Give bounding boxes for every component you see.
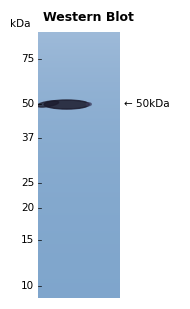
- Text: 50: 50: [21, 99, 34, 109]
- Text: 20: 20: [21, 203, 34, 213]
- Text: Western Blot: Western Blot: [43, 11, 134, 24]
- Ellipse shape: [86, 103, 91, 106]
- Text: 75: 75: [21, 54, 34, 64]
- Text: 37: 37: [21, 133, 34, 143]
- Text: 15: 15: [21, 235, 34, 245]
- Text: ← 50kDa: ← 50kDa: [124, 99, 169, 109]
- Ellipse shape: [37, 101, 59, 107]
- Text: 10: 10: [21, 281, 34, 291]
- Text: 25: 25: [21, 178, 34, 188]
- Text: kDa: kDa: [10, 19, 30, 29]
- Ellipse shape: [44, 100, 89, 109]
